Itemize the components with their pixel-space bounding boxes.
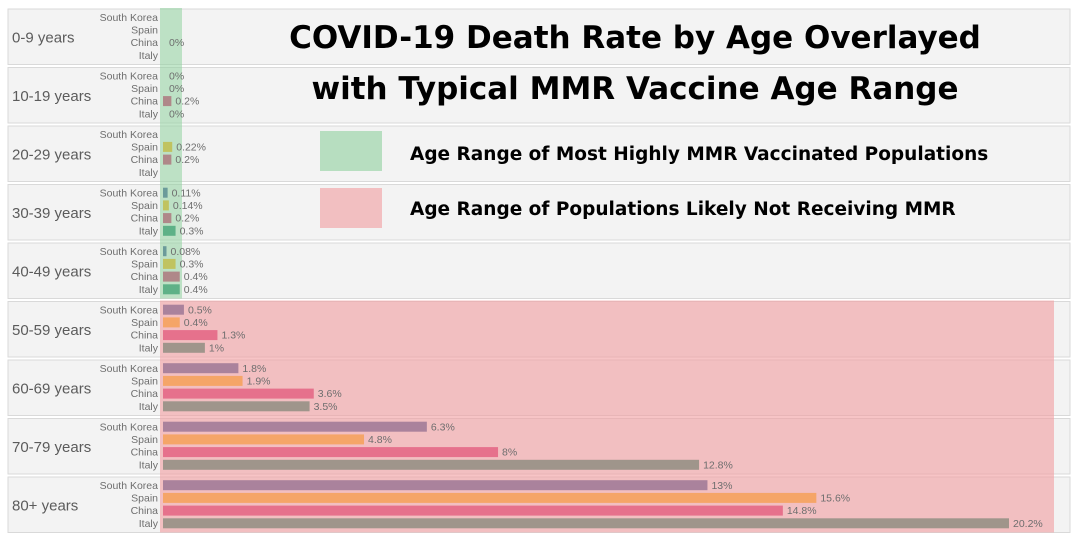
row-panel-30-39-years	[7, 184, 1071, 241]
legend-swatch-not-receiving	[320, 188, 382, 228]
country-label-60-69-years-china: China	[131, 388, 159, 400]
country-label-20-29-years-italy: Italy	[139, 167, 159, 179]
country-label-0-9-years-italy: Italy	[139, 50, 159, 62]
country-label-70-79-years-spain: Spain	[131, 434, 158, 446]
country-label-40-49-years-china: China	[131, 271, 159, 283]
value-label-70-79-years-china: 8%	[502, 447, 517, 459]
country-label-80plus-years-spain: Spain	[131, 493, 158, 505]
value-label-20-29-years-china: 0.2%	[175, 154, 199, 166]
group-label-80plus-years: 80+ years	[12, 497, 78, 514]
row-panel-10-19-years	[7, 67, 1071, 124]
country-label-10-19-years-south-korea: South Korea	[100, 70, 159, 82]
country-label-40-49-years-south-korea: South Korea	[100, 246, 159, 258]
overlay-age-range-of-populations-likely-not-receiving-mmr	[160, 300, 1054, 533]
country-label-80plus-years-south-korea: South Korea	[100, 480, 159, 492]
country-label-80plus-years-china: China	[131, 505, 159, 517]
country-label-40-49-years-italy: Italy	[139, 284, 159, 296]
value-label-50-59-years-china: 1.3%	[221, 330, 245, 342]
country-label-10-19-years-spain: Spain	[131, 83, 158, 95]
value-label-30-39-years-china: 0.2%	[175, 213, 199, 225]
legend-label-vaccinated: Age Range of Most Highly MMR Vaccinated …	[410, 144, 988, 165]
country-label-50-59-years-south-korea: South Korea	[100, 304, 159, 316]
row-panel-0-9-years	[7, 8, 1071, 65]
value-label-40-49-years-south-korea: 0.08%	[171, 246, 201, 258]
country-label-20-29-years-spain: Spain	[131, 142, 158, 154]
country-label-60-69-years-south-korea: South Korea	[100, 363, 159, 375]
value-label-30-39-years-spain: 0.14%	[173, 200, 203, 212]
chart-title-line-1: COVID-19 Death Rate by Age Overlayed	[289, 20, 981, 56]
value-label-40-49-years-china: 0.4%	[184, 271, 208, 283]
country-label-30-39-years-south-korea: South Korea	[100, 187, 159, 199]
overlay-age-range-of-most-highly-mmr-vaccinated-populations	[160, 8, 182, 299]
country-label-80plus-years-italy: Italy	[139, 518, 159, 530]
group-label-10-19-years: 10-19 years	[12, 88, 91, 105]
value-label-50-59-years-south-korea: 0.5%	[188, 304, 212, 316]
value-label-80plus-years-china: 14.8%	[787, 505, 817, 517]
legend-label-not-receiving: Age Range of Populations Likely Not Rece…	[410, 199, 956, 220]
value-label-70-79-years-spain: 4.8%	[368, 434, 392, 446]
country-label-60-69-years-italy: Italy	[139, 401, 159, 413]
value-label-10-19-years-italy: 0%	[169, 108, 184, 120]
value-label-0-9-years-china: 0%	[169, 37, 184, 49]
legend-swatch-vaccinated	[320, 131, 382, 171]
country-label-10-19-years-china: China	[131, 96, 159, 108]
country-label-50-59-years-china: China	[131, 330, 159, 342]
chart-title-line-2: with Typical MMR Vaccine Age Range	[311, 71, 958, 107]
value-label-80plus-years-spain: 15.6%	[820, 493, 850, 505]
country-label-0-9-years-china: China	[131, 37, 159, 49]
country-label-60-69-years-spain: Spain	[131, 376, 158, 388]
country-label-0-9-years-south-korea: South Korea	[100, 12, 159, 24]
group-label-60-69-years: 60-69 years	[12, 380, 91, 397]
row-panel-20-29-years	[7, 125, 1071, 182]
value-label-30-39-years-italy: 0.3%	[180, 225, 204, 237]
country-label-70-79-years-china: China	[131, 447, 159, 459]
group-label-40-49-years: 40-49 years	[12, 263, 91, 280]
country-label-70-79-years-south-korea: South Korea	[100, 421, 159, 433]
value-label-10-19-years-south-korea: 0%	[169, 70, 184, 82]
group-label-30-39-years: 30-39 years	[12, 205, 91, 222]
value-label-80plus-years-south-korea: 13%	[711, 480, 732, 492]
row-panel-40-49-years	[7, 242, 1071, 299]
country-label-70-79-years-italy: Italy	[139, 459, 159, 471]
country-label-20-29-years-china: China	[131, 154, 159, 166]
value-label-60-69-years-china: 3.6%	[318, 388, 342, 400]
value-label-60-69-years-italy: 3.5%	[314, 401, 338, 413]
country-label-50-59-years-spain: Spain	[131, 317, 158, 329]
value-label-40-49-years-italy: 0.4%	[184, 284, 208, 296]
country-label-10-19-years-italy: Italy	[139, 108, 159, 120]
value-label-60-69-years-south-korea: 1.8%	[242, 363, 266, 375]
country-label-0-9-years-spain: Spain	[131, 25, 158, 37]
country-label-50-59-years-italy: Italy	[139, 342, 159, 354]
country-label-30-39-years-china: China	[131, 213, 159, 225]
value-label-10-19-years-spain: 0%	[169, 83, 184, 95]
group-label-50-59-years: 50-59 years	[12, 322, 91, 339]
value-label-10-19-years-china: 0.2%	[175, 96, 199, 108]
group-label-0-9-years: 0-9 years	[12, 29, 75, 46]
country-label-30-39-years-italy: Italy	[139, 225, 159, 237]
value-label-60-69-years-spain: 1.9%	[247, 376, 271, 388]
value-label-30-39-years-south-korea: 0.11%	[172, 187, 201, 199]
value-label-40-49-years-spain: 0.3%	[180, 259, 204, 271]
value-label-70-79-years-italy: 12.8%	[703, 459, 733, 471]
value-label-80plus-years-italy: 20.2%	[1013, 518, 1043, 530]
country-label-20-29-years-south-korea: South Korea	[100, 129, 159, 141]
value-label-50-59-years-spain: 0.4%	[184, 317, 208, 329]
country-label-40-49-years-spain: Spain	[131, 259, 158, 271]
country-label-30-39-years-spain: Spain	[131, 200, 158, 212]
group-label-20-29-years: 20-29 years	[12, 146, 91, 163]
value-label-50-59-years-italy: 1%	[209, 342, 224, 354]
group-label-70-79-years: 70-79 years	[12, 439, 91, 456]
value-label-70-79-years-south-korea: 6.3%	[431, 421, 455, 433]
value-label-20-29-years-spain: 0.22%	[176, 142, 206, 154]
